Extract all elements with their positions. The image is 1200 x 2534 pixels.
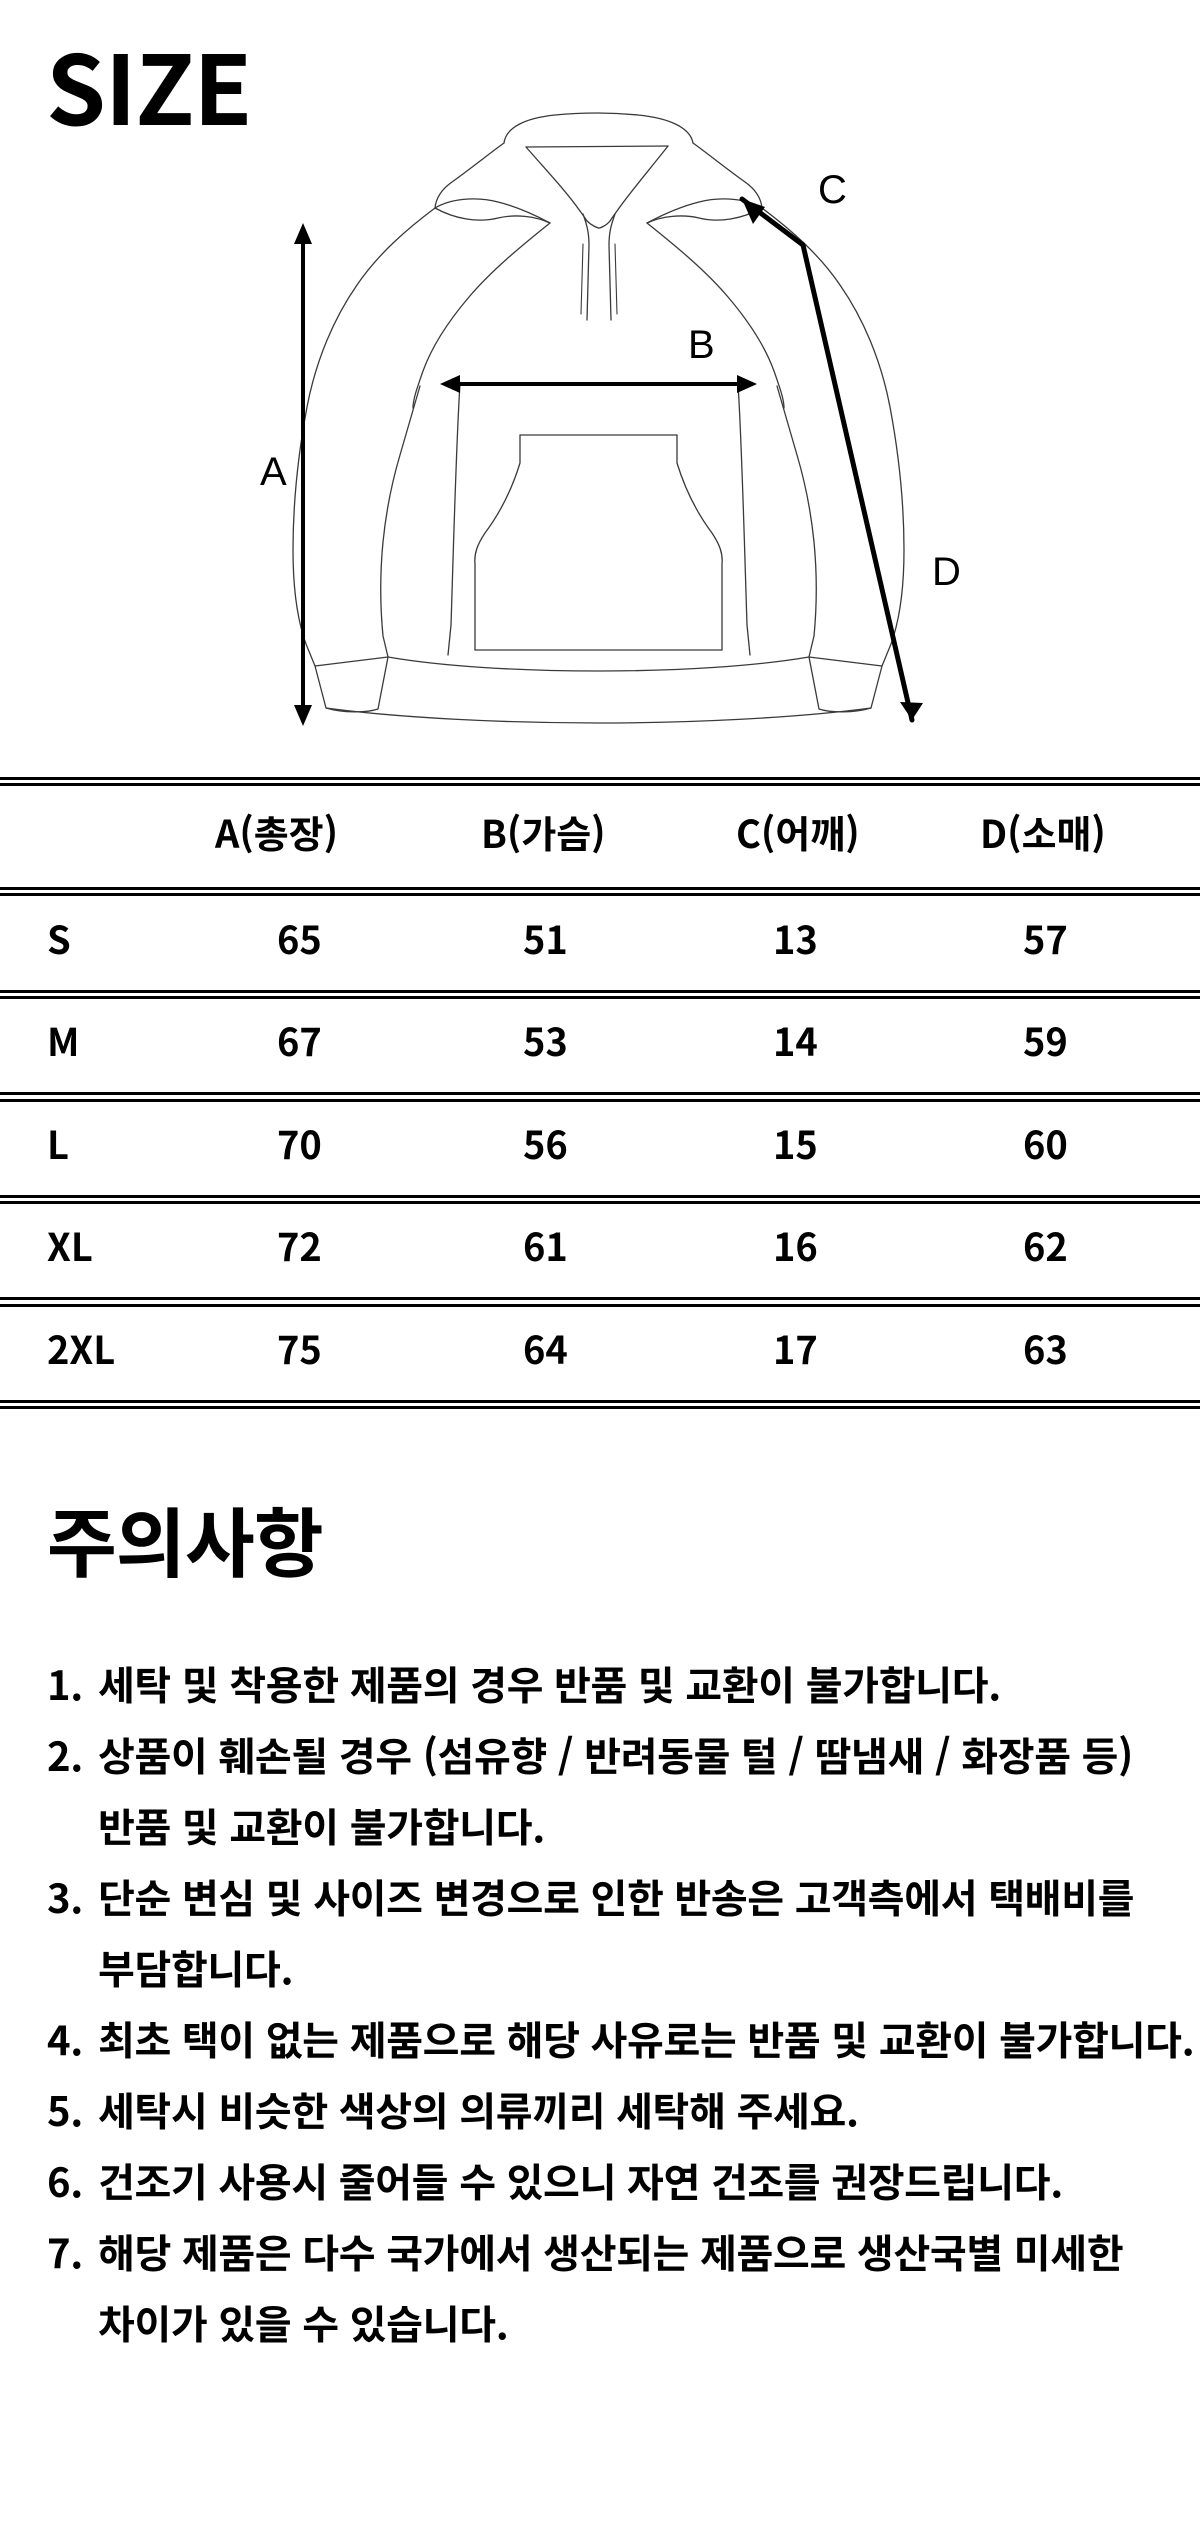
svg-text:A: A	[260, 450, 287, 494]
svg-text:D: D	[932, 550, 961, 594]
svg-text:B: B	[688, 323, 715, 367]
svg-text:C: C	[818, 168, 847, 212]
